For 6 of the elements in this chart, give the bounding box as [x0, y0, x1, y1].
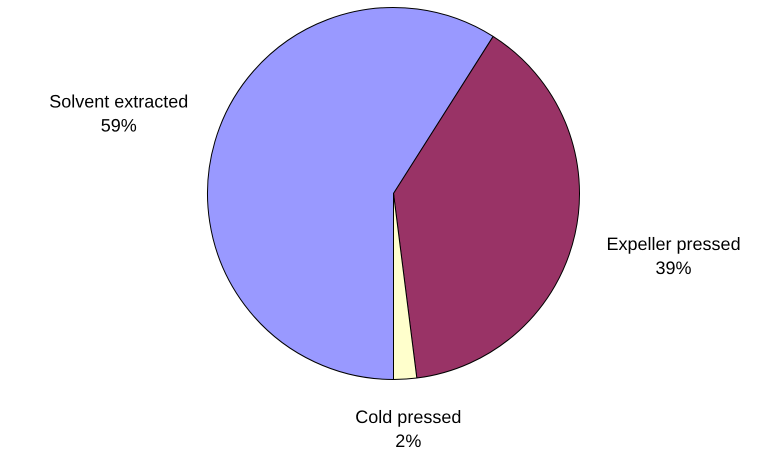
slice-label: Expeller pressed [606, 234, 741, 254]
slice-label: Cold pressed [355, 407, 462, 428]
slice-label: Solvent extracted [49, 92, 188, 112]
data-label: 59% [100, 116, 137, 136]
data-label: 2% [395, 431, 422, 452]
data-label: 39% [656, 258, 692, 278]
